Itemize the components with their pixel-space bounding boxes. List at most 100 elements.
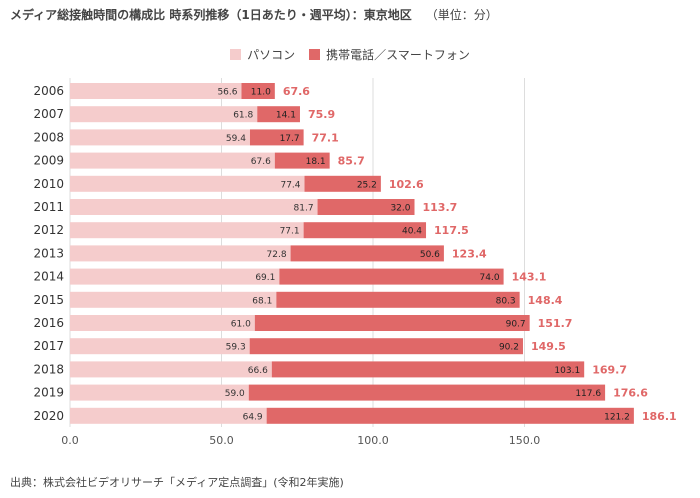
data-label-total: 143.1 xyxy=(512,271,547,284)
y-tick-label: 2020 xyxy=(33,409,64,423)
data-label-total: 117.5 xyxy=(434,224,469,237)
bar-pc xyxy=(70,361,272,378)
bar-mobile xyxy=(249,129,304,146)
x-tick-label: 50.0 xyxy=(209,434,234,447)
y-tick-label: 2013 xyxy=(33,246,64,260)
legend-item-pc[interactable]: パソコン xyxy=(230,46,295,63)
data-label-mobile: 18.1 xyxy=(306,157,326,167)
bar-pc xyxy=(70,268,280,285)
data-label-pc: 59.3 xyxy=(226,343,246,353)
y-tick-label: 2008 xyxy=(33,130,64,144)
legend-swatch-pc xyxy=(230,48,242,60)
data-label-pc: 72.8 xyxy=(267,250,287,260)
bar-mobile xyxy=(241,83,275,99)
source-note: 出典：株式会社ビデオリサーチ「メディア定点調査」(令和2年実施) xyxy=(10,476,344,489)
legend-label-pc: パソコン xyxy=(247,47,296,62)
data-label-pc: 66.6 xyxy=(248,366,268,376)
legend-swatch-mobile xyxy=(309,48,321,60)
data-label-mobile: 80.3 xyxy=(496,296,516,306)
y-tick-label: 2010 xyxy=(33,177,64,191)
bar-mobile xyxy=(266,407,634,424)
y-tick-label: 2015 xyxy=(33,293,64,307)
x-tick-label: 0.0 xyxy=(61,434,79,447)
data-label-mobile: 90.2 xyxy=(499,343,519,353)
data-label-pc: 68.1 xyxy=(252,296,272,306)
data-label-pc: 67.6 xyxy=(251,157,271,167)
data-label-mobile: 25.2 xyxy=(357,180,377,190)
y-tick-label: 2012 xyxy=(33,223,64,237)
bar-pc xyxy=(70,199,318,215)
data-label-total: 149.5 xyxy=(531,340,566,353)
data-label-mobile: 103.1 xyxy=(554,366,580,376)
bar-mobile xyxy=(276,291,520,308)
y-tick-label: 2018 xyxy=(33,362,64,376)
y-tick-label: 2007 xyxy=(33,107,64,121)
data-label-total: 113.7 xyxy=(423,201,458,214)
bar-mobile xyxy=(279,268,504,285)
bar-pc xyxy=(70,384,249,401)
bar-mobile xyxy=(304,175,381,192)
data-label-pc: 69.1 xyxy=(255,273,275,283)
data-label-mobile: 32.0 xyxy=(390,204,410,214)
data-label-pc: 59.4 xyxy=(226,134,246,144)
bar-pc xyxy=(70,315,255,331)
data-label-total: 67.6 xyxy=(283,85,310,98)
data-label-pc: 77.1 xyxy=(280,227,300,237)
data-label-total: 102.6 xyxy=(389,178,424,191)
bar-pc xyxy=(70,129,250,146)
y-tick-label: 2009 xyxy=(33,154,64,168)
data-label-pc: 64.9 xyxy=(243,412,263,422)
data-label-mobile: 11.0 xyxy=(251,88,271,98)
data-label-total: 148.4 xyxy=(528,294,563,307)
bar-mobile xyxy=(254,315,530,331)
data-label-pc: 81.7 xyxy=(294,204,314,214)
bar-mobile xyxy=(274,152,330,169)
x-tick-label: 150.0 xyxy=(509,434,541,447)
y-tick-label: 2019 xyxy=(33,386,64,400)
title-text: メディア総接触時間の構成比 時系列推移（1日あたり・週平均）：東京地区 xyxy=(10,8,412,22)
bar-pc xyxy=(70,222,304,239)
legend-label-mobile: 携帯電話／スマートフォン xyxy=(326,47,470,62)
bar-pc xyxy=(70,245,291,262)
chart-title: メディア総接触時間の構成比 時系列推移（1日あたり・週平均）：東京地区 （単位：分… xyxy=(10,6,498,23)
data-label-total: 85.7 xyxy=(338,155,365,168)
data-label-pc: 61.0 xyxy=(231,320,251,330)
data-label-total: 77.1 xyxy=(312,131,339,144)
bar-mobile xyxy=(317,199,415,215)
data-label-mobile: 90.7 xyxy=(506,320,526,330)
legend-item-mobile[interactable]: 携帯電話／スマートフォン xyxy=(309,46,470,63)
bar-mobile xyxy=(271,361,585,378)
data-label-mobile: 117.6 xyxy=(575,389,601,399)
data-label-mobile: 121.2 xyxy=(604,412,630,422)
y-tick-label: 2016 xyxy=(33,316,64,330)
data-label-pc: 56.6 xyxy=(217,88,237,98)
data-label-mobile: 50.6 xyxy=(420,250,440,260)
bar-pc xyxy=(70,106,258,123)
bar-mobile xyxy=(303,222,427,239)
data-label-total: 186.1 xyxy=(642,410,677,423)
bar-pc xyxy=(70,175,305,192)
bar-mobile xyxy=(290,245,444,262)
legend: パソコン 携帯電話／スマートフォン xyxy=(0,46,700,62)
data-label-total: 176.6 xyxy=(613,387,648,400)
data-label-mobile: 14.1 xyxy=(276,111,296,121)
data-label-pc: 61.8 xyxy=(233,111,253,121)
data-label-total: 151.7 xyxy=(538,317,573,330)
unit-label: （単位：分） xyxy=(425,8,498,22)
bar-pc xyxy=(70,338,250,355)
data-label-total: 75.9 xyxy=(308,108,335,121)
data-label-total: 169.7 xyxy=(592,363,627,376)
bar-pc xyxy=(70,152,275,169)
bar-mobile xyxy=(248,384,606,401)
data-label-total: 123.4 xyxy=(452,247,487,260)
bar-pc xyxy=(70,83,242,99)
bar-mobile xyxy=(249,338,523,355)
y-tick-label: 2017 xyxy=(33,339,64,353)
data-label-mobile: 74.0 xyxy=(480,273,500,283)
bar-mobile xyxy=(257,106,300,123)
data-label-pc: 59.0 xyxy=(225,389,245,399)
y-tick-label: 2011 xyxy=(33,200,64,214)
x-tick-label: 100.0 xyxy=(357,434,389,447)
data-label-pc: 77.4 xyxy=(280,180,300,190)
